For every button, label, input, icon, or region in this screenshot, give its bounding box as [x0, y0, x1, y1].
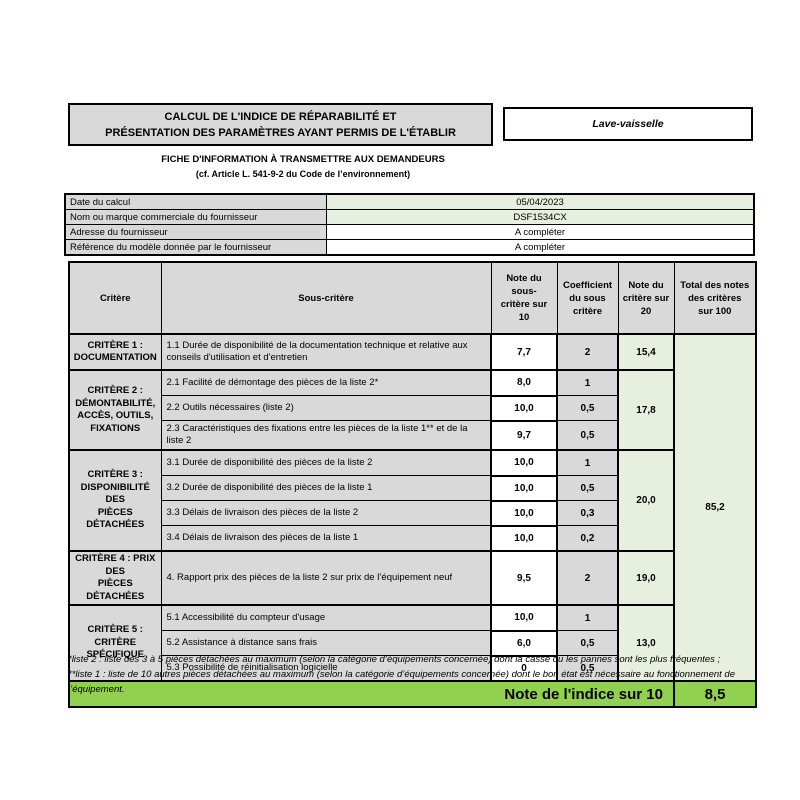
product-name: Lave-vaisselle	[503, 107, 753, 141]
info-label: Nom ou marque commerciale du fournisseur	[64, 209, 327, 225]
table-row: CRITÈRE 3 : DISPONIBILITÉ DES PIÈCES DÉT…	[68, 449, 756, 552]
score10-value: 10,0	[490, 449, 558, 477]
coefficient-value: 0,5	[556, 630, 619, 656]
criterion-3-cell: CRITÈRE 3 : DISPONIBILITÉ DES PIÈCES DÉT…	[68, 449, 162, 552]
criterion-4-cell: CRITÈRE 4 : PRIX DES PIÈCES DÉTACHÉES	[68, 550, 162, 606]
document-title-line1: CALCUL DE L'INDICE DE RÉPARABILITÉ ET	[164, 110, 397, 123]
header-score20: Note du critère sur 20	[617, 261, 675, 335]
table-row: 3.2 Durée de disponibilité des pièces de…	[69, 474, 756, 502]
subcriterion-label: 1.1 Durée de disponibilité de la documen…	[160, 333, 492, 371]
info-value: A compléter	[326, 239, 755, 256]
subcriterion-label: 3.4 Délais de livraison des pièces de la…	[160, 525, 492, 552]
criterion-1-score20: 15,4	[617, 333, 675, 371]
info-label: Référence du modèle donnée par le fourni…	[64, 239, 327, 256]
subcriterion-label: 2.2 Outils nécessaires (liste 2)	[160, 395, 492, 421]
subcriterion-label: 3.2 Durée de disponibilité des pièces de…	[160, 475, 492, 501]
footnote-liste1: **liste 1 : liste de 10 autres pièces dé…	[68, 669, 735, 695]
subcriterion-label: 2.3 Caractéristiques des fixations entre…	[160, 420, 492, 451]
header-criterion: Critère	[68, 261, 162, 335]
footnotes: *liste 2 : liste des 3 à 5 pièces détach…	[68, 652, 757, 697]
subtitle-line1: FICHE D'INFORMATION À TRANSMETTRE AUX DE…	[161, 154, 445, 165]
info-value: A compléter	[326, 224, 755, 240]
final-index-label: Note de l'indice sur 10	[68, 680, 675, 708]
subcriterion-label: 3.1 Durée de disponibilité des pièces de…	[160, 449, 492, 476]
table-row: CRITÈRE 5 : CRITÈRE SPÉCIFIQUE 5.1 Acces…	[68, 604, 756, 682]
coefficient-value: 2	[556, 550, 619, 606]
header-score10: Note du sous- critère sur 10	[490, 261, 558, 335]
coefficient-value: 1	[556, 369, 619, 396]
criterion-5-score20: 13,0	[617, 604, 675, 682]
table-row: CRITÈRE 2 : DÉMONTABILITÉ, ACCÈS, OUTILS…	[68, 369, 756, 451]
criterion-4-score20: 19,0	[617, 550, 675, 606]
criteria-table-header-row: Critère Sous-critère Note du sous- critè…	[68, 261, 757, 335]
info-row-model-ref: Référence du modèle donnée par le fourni…	[64, 239, 755, 256]
subcriterion-label: 5.1 Accessibilité du compteur d'usage	[160, 604, 492, 631]
info-row-date: Date du calcul 05/04/2023	[64, 193, 755, 210]
subtitle: FICHE D'INFORMATION À TRANSMETTRE AUX DE…	[68, 152, 538, 182]
score10-value: 7,7	[490, 333, 558, 371]
table-row: CRITÈRE 4 : PRIX DES PIÈCES DÉTACHÉES 4.…	[68, 550, 756, 606]
table-row: CRITÈRE 1 : DOCUMENTATION 1.1 Durée de d…	[68, 333, 757, 682]
score10-value: 0	[490, 654, 558, 682]
footnote-liste2: *liste 2 : liste des 3 à 5 pièces détach…	[68, 654, 721, 665]
subcriterion-label: 2.1 Facilité de démontage des pièces de …	[160, 369, 492, 396]
coefficient-value: 0,5	[556, 475, 619, 501]
coefficient-value: 1	[556, 604, 619, 631]
coefficient-value: 0,5	[556, 420, 619, 451]
document-title: CALCUL DE L'INDICE DE RÉPARABILITÉ ET PR…	[68, 103, 493, 146]
table-row: 3.4 Délais de livraison des pièces de la…	[69, 524, 756, 552]
subcriterion-label: 4. Rapport prix des pièces de la liste 2…	[160, 550, 492, 606]
score10-value: 10,0	[490, 474, 558, 502]
coefficient-value: 2	[556, 333, 619, 371]
score10-value: 10,0	[490, 499, 558, 527]
info-row-brand: Nom ou marque commerciale du fournisseur…	[64, 209, 755, 225]
header-total100: Total des notes des critères sur 100	[673, 261, 757, 335]
coefficient-value: 0,2	[556, 525, 619, 552]
coefficient-value: 0,5	[556, 395, 619, 421]
info-value: 05/04/2023	[326, 193, 755, 210]
final-index-value: 8,5	[673, 680, 757, 708]
info-label: Date du calcul	[64, 193, 327, 210]
final-index-row: Note de l'indice sur 10 8,5	[68, 680, 757, 708]
table-row: 2.3 Caractéristiques des fixations entre…	[69, 419, 756, 451]
header-subcriterion: Sous-critère	[160, 261, 492, 335]
header-coefficient: Coefficient du sous critère	[556, 261, 619, 335]
document-title-line2: PRÉSENTATION DES PARAMÈTRES AYANT PERMIS…	[105, 126, 456, 139]
table-row: 3.3 Délais de livraison des pièces de la…	[69, 499, 756, 527]
info-value: DSF1534CX	[326, 209, 755, 225]
total-score-100: 85,2	[673, 333, 757, 682]
criteria-table: Critère Sous-critère Note du sous- critè…	[68, 261, 757, 708]
score10-value: 10,0	[490, 524, 558, 552]
score10-value: 8,0	[490, 369, 558, 397]
score10-value: 9,5	[490, 550, 558, 606]
info-row-address: Adresse du fournisseur A compléter	[64, 224, 755, 240]
subcriterion-label: 5.3 Possibilité de réinitialisation logi…	[160, 655, 492, 682]
table-row: 5.3 Possibilité de réinitialisation logi…	[69, 654, 756, 682]
coefficient-value: 1	[556, 449, 619, 476]
criterion-2-score20: 17,8	[617, 369, 675, 451]
score10-value: 10,0	[490, 604, 558, 632]
criterion-3-score20: 20,0	[617, 449, 675, 552]
coefficient-value: 0,3	[556, 500, 619, 526]
criterion-1-cell: CRITÈRE 1 : DOCUMENTATION	[68, 333, 162, 371]
score10-value: 9,7	[490, 419, 558, 451]
subcriterion-label: 5.2 Assistance à distance sans frais	[160, 630, 492, 656]
score10-value: 10,0	[490, 394, 558, 422]
table-row: 2.2 Outils nécessaires (liste 2) 10,0 0,…	[69, 394, 756, 422]
info-label: Adresse du fournisseur	[64, 224, 327, 240]
subtitle-line2: (cf. Article L. 541-9-2 du Code de l’env…	[195, 169, 411, 179]
table-row: 5.2 Assistance à distance sans frais 6,0…	[69, 629, 756, 657]
criterion-2-cell: CRITÈRE 2 : DÉMONTABILITÉ, ACCÈS, OUTILS…	[68, 369, 162, 451]
subcriterion-label: 3.3 Délais de livraison des pièces de la…	[160, 500, 492, 526]
supplier-info-table: Date du calcul 05/04/2023 Nom ou marque …	[64, 193, 755, 256]
score10-value: 6,0	[490, 629, 558, 657]
